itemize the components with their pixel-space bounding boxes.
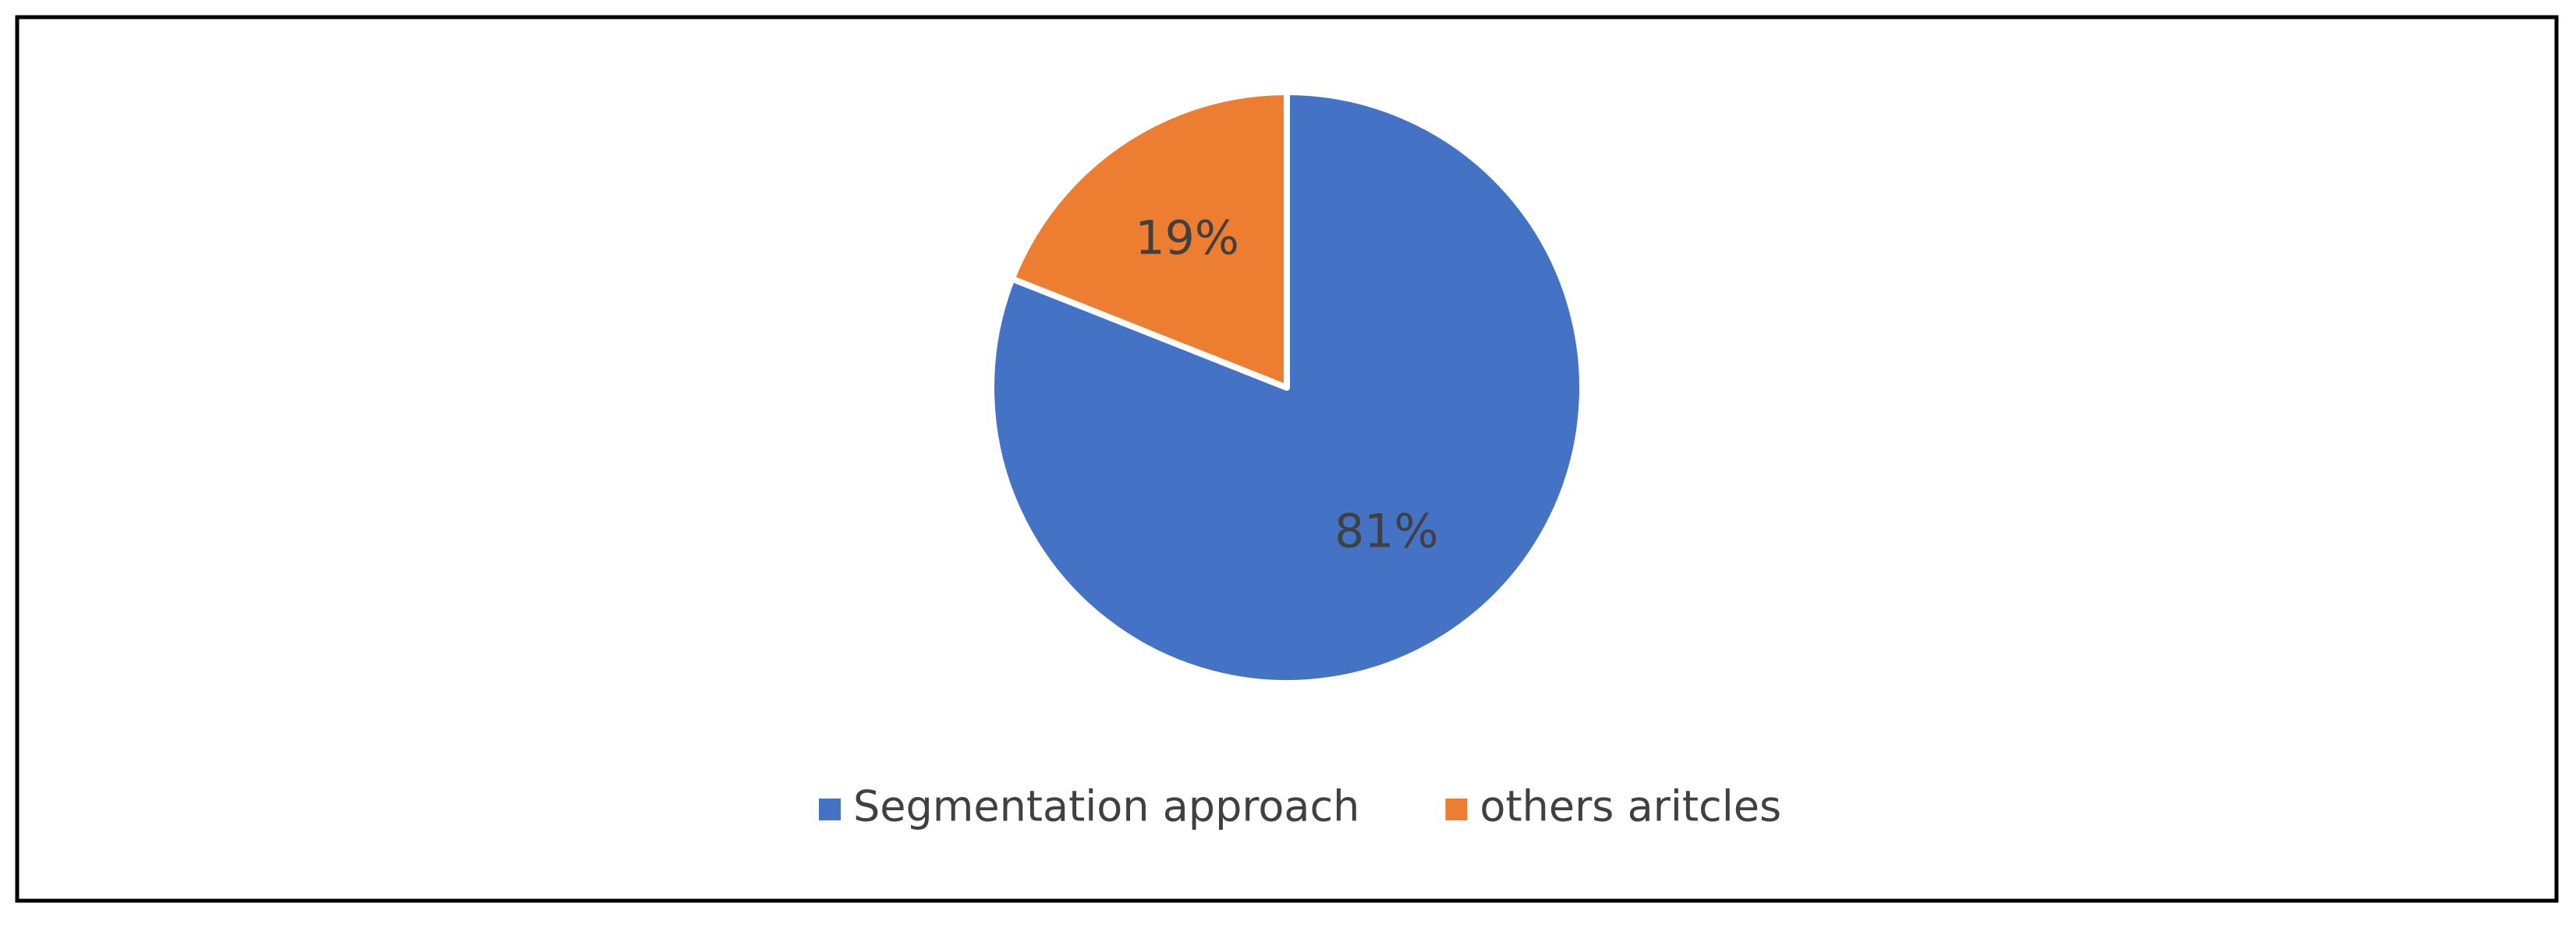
data-label: 19%: [1136, 211, 1239, 266]
data-label: 81%: [1334, 505, 1438, 559]
legend-label: Segmentation approach: [853, 782, 1359, 831]
legend-swatch: [819, 799, 841, 820]
pie-slice: [988, 89, 1586, 686]
pie-slice: [1008, 89, 1290, 391]
legend-swatch: [1445, 799, 1468, 820]
legend-label: others aritcles: [1479, 782, 1781, 831]
